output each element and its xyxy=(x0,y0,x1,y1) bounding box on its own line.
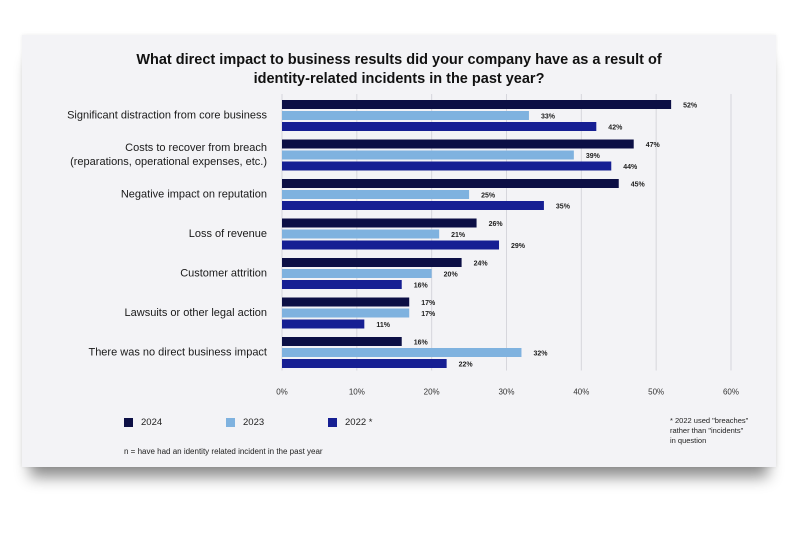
category-label: Negative impact on reputation xyxy=(121,189,267,201)
data-label: 20% xyxy=(444,272,459,279)
data-label: 17% xyxy=(421,300,436,307)
bar-2023-4 xyxy=(282,269,432,278)
bar-2023-0 xyxy=(282,111,529,120)
data-label: 35% xyxy=(556,204,571,211)
data-label: 39% xyxy=(586,153,601,160)
bar-2023-3 xyxy=(282,229,440,239)
category-label: There was no direct business impact xyxy=(88,347,267,359)
category-label: Customer attrition xyxy=(180,268,267,280)
category-label: Costs to recover from breach xyxy=(125,142,267,154)
bar-2022-5 xyxy=(282,319,365,329)
data-label: 32% xyxy=(533,351,548,358)
bar-2022-1 xyxy=(282,161,612,171)
chart-card: What direct impact to business results d… xyxy=(22,35,776,467)
bar-2024-3 xyxy=(282,218,477,228)
x-tick-label: 60% xyxy=(723,388,739,397)
legend-label-2023: 2023 xyxy=(243,417,265,428)
x-tick-label: 50% xyxy=(648,388,664,397)
bar-2024-0 xyxy=(282,100,672,109)
data-label: 16% xyxy=(414,340,429,347)
legend-item-2023: 2023 xyxy=(226,417,328,428)
category-label: (reparations, operational expenses, etc.… xyxy=(70,156,267,168)
x-tick-label: 10% xyxy=(349,388,365,397)
bar-2023-6 xyxy=(282,348,522,357)
data-label: 21% xyxy=(451,232,466,239)
data-label: 52% xyxy=(683,103,698,110)
x-tick-label: 20% xyxy=(424,388,440,397)
data-label: 45% xyxy=(631,182,646,189)
data-label: 33% xyxy=(541,114,556,121)
legend: 2024 2023 2022 * xyxy=(124,417,430,428)
category-label: Loss of revenue xyxy=(189,228,267,240)
bar-2022-6 xyxy=(282,359,447,368)
bar-2024-4 xyxy=(282,258,462,267)
x-tick-label: 0% xyxy=(276,388,288,397)
x-tick-label: 30% xyxy=(498,388,514,397)
category-label: Significant distraction from core busine… xyxy=(67,110,267,122)
legend-swatch-2023 xyxy=(226,418,235,427)
data-label: 25% xyxy=(481,193,496,200)
data-label: 26% xyxy=(489,221,504,228)
data-label: 42% xyxy=(608,125,623,132)
bar-chart: 0% 10% 20% 30% 40% 50% 60% 52% 33% 42% Significant… xyxy=(67,94,739,397)
chart-title: What direct impact to business results d… xyxy=(136,52,662,87)
bar-2024-1 xyxy=(282,139,634,149)
bar-2022-2 xyxy=(282,201,544,210)
data-label: 29% xyxy=(511,243,526,250)
legend-label-2022: 2022 * xyxy=(345,417,373,428)
bar-2022-0 xyxy=(282,122,597,131)
legend-label-2024: 2024 xyxy=(141,417,163,428)
data-label: 16% xyxy=(414,283,429,290)
bar-2022-3 xyxy=(282,240,500,250)
data-label: 11% xyxy=(376,322,390,329)
bar-2022-4 xyxy=(282,280,402,289)
bar-2023-1 xyxy=(282,150,574,160)
bar-2024-5 xyxy=(282,297,410,307)
category-label: Lawsuits or other legal action xyxy=(125,307,267,319)
data-label: 17% xyxy=(421,311,436,318)
legend-swatch-2024 xyxy=(124,418,133,427)
sample-note: n = have had an identity related inciden… xyxy=(124,447,323,456)
data-label: 44% xyxy=(623,164,638,171)
legend-item-2024: 2024 xyxy=(124,417,226,428)
data-label: 47% xyxy=(646,142,661,149)
bar-2024-6 xyxy=(282,337,402,346)
bar-2024-2 xyxy=(282,179,619,188)
data-label: 22% xyxy=(459,362,474,369)
x-tick-label: 40% xyxy=(573,388,589,397)
legend-swatch-2022 xyxy=(328,418,337,427)
bar-2023-5 xyxy=(282,308,410,318)
data-label: 24% xyxy=(474,261,489,268)
footnote: * 2022 used "breaches" rather than "inci… xyxy=(670,416,749,445)
bar-2023-2 xyxy=(282,190,470,199)
legend-item-2022: 2022 * xyxy=(328,417,430,428)
